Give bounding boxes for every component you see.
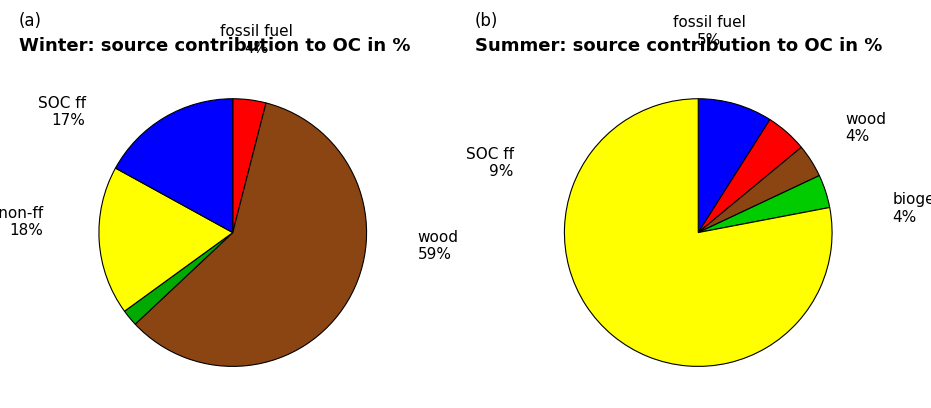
Wedge shape [233,99,266,233]
Text: fossil fuel
4%: fossil fuel 4% [221,24,293,56]
Text: biogenic
4%: biogenic 4% [892,192,931,225]
Wedge shape [99,168,233,311]
Text: SOC ff
9%: SOC ff 9% [466,147,514,179]
Wedge shape [125,233,233,324]
Text: fossil fuel
5%: fossil fuel 5% [672,16,746,48]
Text: wood
4%: wood 4% [845,112,886,144]
Text: wood
59%: wood 59% [417,230,458,262]
Wedge shape [698,147,819,233]
Text: (a): (a) [19,12,42,30]
Wedge shape [135,103,367,366]
Text: SOC ff
17%: SOC ff 17% [37,96,86,129]
Wedge shape [698,175,830,233]
Wedge shape [698,99,770,233]
Wedge shape [564,99,832,366]
Text: (b): (b) [475,12,498,30]
Wedge shape [698,120,802,233]
Text: Winter: source contribution to OC in %: Winter: source contribution to OC in % [19,37,411,55]
Text: Summer: source contribution to OC in %: Summer: source contribution to OC in % [475,37,883,55]
Wedge shape [115,99,233,233]
Text: SOC non-ff
18%: SOC non-ff 18% [0,206,43,238]
